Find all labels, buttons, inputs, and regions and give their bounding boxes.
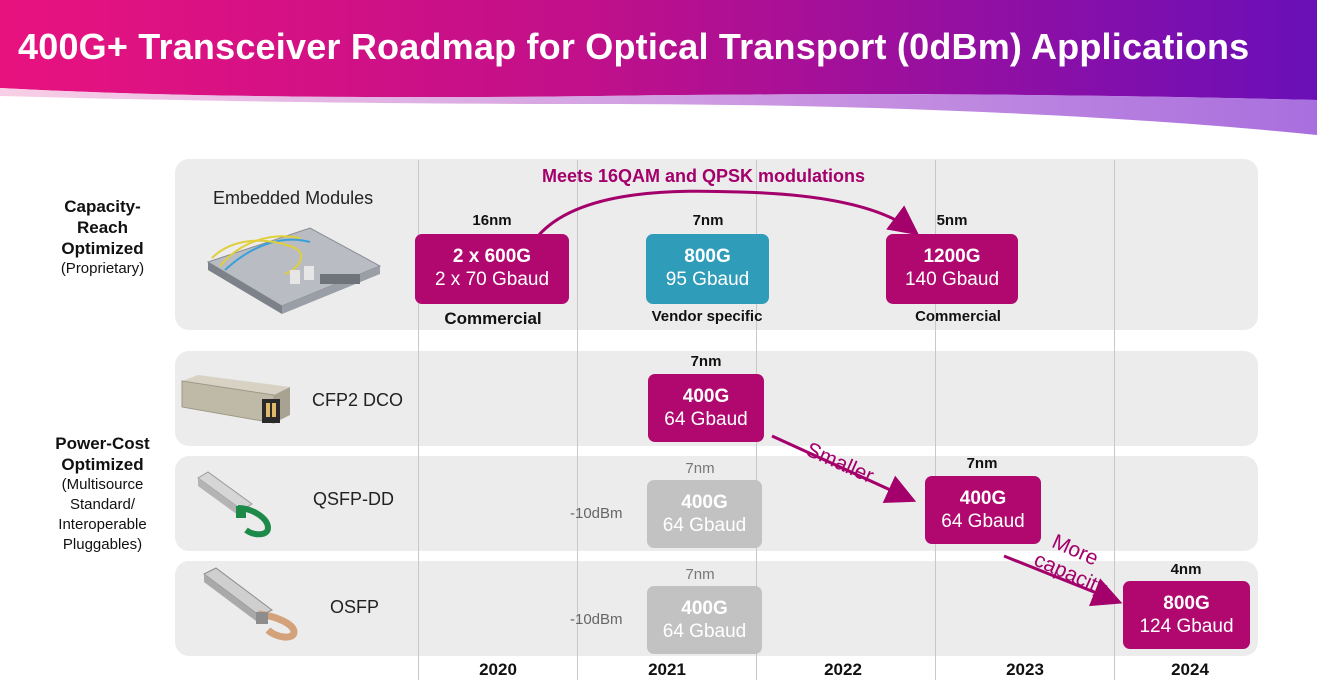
annotation-meets: Meets 16QAM and QPSK modulations xyxy=(542,166,866,186)
box-qsfp-2021: 400G 64 Gbaud xyxy=(647,480,762,548)
box-embedded-2023: 1200G 140 Gbaud xyxy=(886,234,1018,304)
group-sub-power: (Multisource Standard/ Interoperable Plu… xyxy=(58,476,147,553)
grid-line xyxy=(1114,160,1115,680)
box-osfp-2021: 400G 64 Gbaud xyxy=(647,586,762,654)
year-label: 2020 xyxy=(479,660,517,679)
group-title-power: Power-Cost Optimized xyxy=(55,434,150,474)
year-label: 2023 xyxy=(1006,660,1044,679)
box-osfp-2024: 800G 124 Gbaud xyxy=(1123,581,1250,649)
box-capacity: 800G xyxy=(684,246,731,267)
year-label: 2022 xyxy=(824,660,862,679)
year-label: 2021 xyxy=(648,660,686,679)
grid-line xyxy=(418,160,419,680)
box-embedded-2021: 800G 95 Gbaud xyxy=(646,234,769,304)
group-title-capacity: Capacity-Reach Optimized xyxy=(61,197,144,258)
page-title: 400G+ Transceiver Roadmap for Optical Tr… xyxy=(18,26,1250,67)
box-baud: 64 Gbaud xyxy=(662,621,747,642)
node-label: 7nm xyxy=(966,455,998,472)
box-capacity: 1200G xyxy=(923,246,981,267)
osfp-module-image xyxy=(203,567,298,641)
box-capacity: 400G xyxy=(959,488,1007,509)
box-capacity: 400G xyxy=(681,492,728,513)
year-label: 2024 xyxy=(1171,660,1209,679)
node-label: 16nm xyxy=(472,212,512,229)
cfp2-module-image xyxy=(181,375,290,424)
box-capacity: 800G xyxy=(1163,593,1210,614)
box-baud: 140 Gbaud xyxy=(904,269,1000,290)
node-label: 7nm xyxy=(692,212,724,229)
box-capacity: 400G xyxy=(681,598,728,619)
box-qsfp-2023: 400G 64 Gbaud xyxy=(925,476,1041,544)
node-label: 7nm xyxy=(685,460,715,477)
status-label: Commercial xyxy=(915,308,1001,325)
box-cfp2-2021: 400G 64 Gbaud xyxy=(648,374,764,442)
meets-arrow xyxy=(536,189,920,237)
box-baud: 124 Gbaud xyxy=(1139,616,1234,637)
box-baud: 95 Gbaud xyxy=(665,269,750,290)
row-label-osfp: OSFP xyxy=(330,597,380,617)
embedded-module-image xyxy=(206,227,382,314)
node-label: 5nm xyxy=(936,212,968,229)
node-label: 7nm xyxy=(685,566,715,583)
box-baud: 64 Gbaud xyxy=(941,511,1025,532)
status-label: Vendor specific xyxy=(651,308,763,325)
box-baud: 64 Gbaud xyxy=(662,515,747,536)
node-label: 7nm xyxy=(690,353,722,370)
box-baud: 64 Gbaud xyxy=(664,409,748,430)
box-embedded-2020: 2 x 600G 2 x 70 Gbaud xyxy=(415,234,569,304)
grid-line xyxy=(935,160,936,680)
header-banner xyxy=(0,0,1317,135)
group-sub-capacity: (Proprietary) xyxy=(60,260,145,277)
status-label: Commercial xyxy=(444,309,542,328)
row-label-qsfp: QSFP-DD xyxy=(313,489,394,509)
box-baud: 2 x 70 Gbaud xyxy=(434,269,550,290)
trend-arrows xyxy=(771,434,1123,607)
grid-line xyxy=(577,160,578,680)
box-capacity: 400G xyxy=(682,386,730,407)
row-label-cfp2: CFP2 DCO xyxy=(312,390,404,410)
row-label-embedded: Embedded Modules xyxy=(213,188,374,208)
power-label: -10dBm xyxy=(570,505,623,522)
group-label-power: Power-Cost Optimized (Multisource Standa… xyxy=(40,433,165,555)
node-label: 4nm xyxy=(1170,561,1202,578)
qsfp-module-image xyxy=(197,471,272,538)
group-label-capacity: Capacity-Reach Optimized (Proprietary) xyxy=(40,196,165,279)
box-capacity: 2 x 600G xyxy=(452,246,532,267)
power-label: -10dBm xyxy=(570,611,623,628)
